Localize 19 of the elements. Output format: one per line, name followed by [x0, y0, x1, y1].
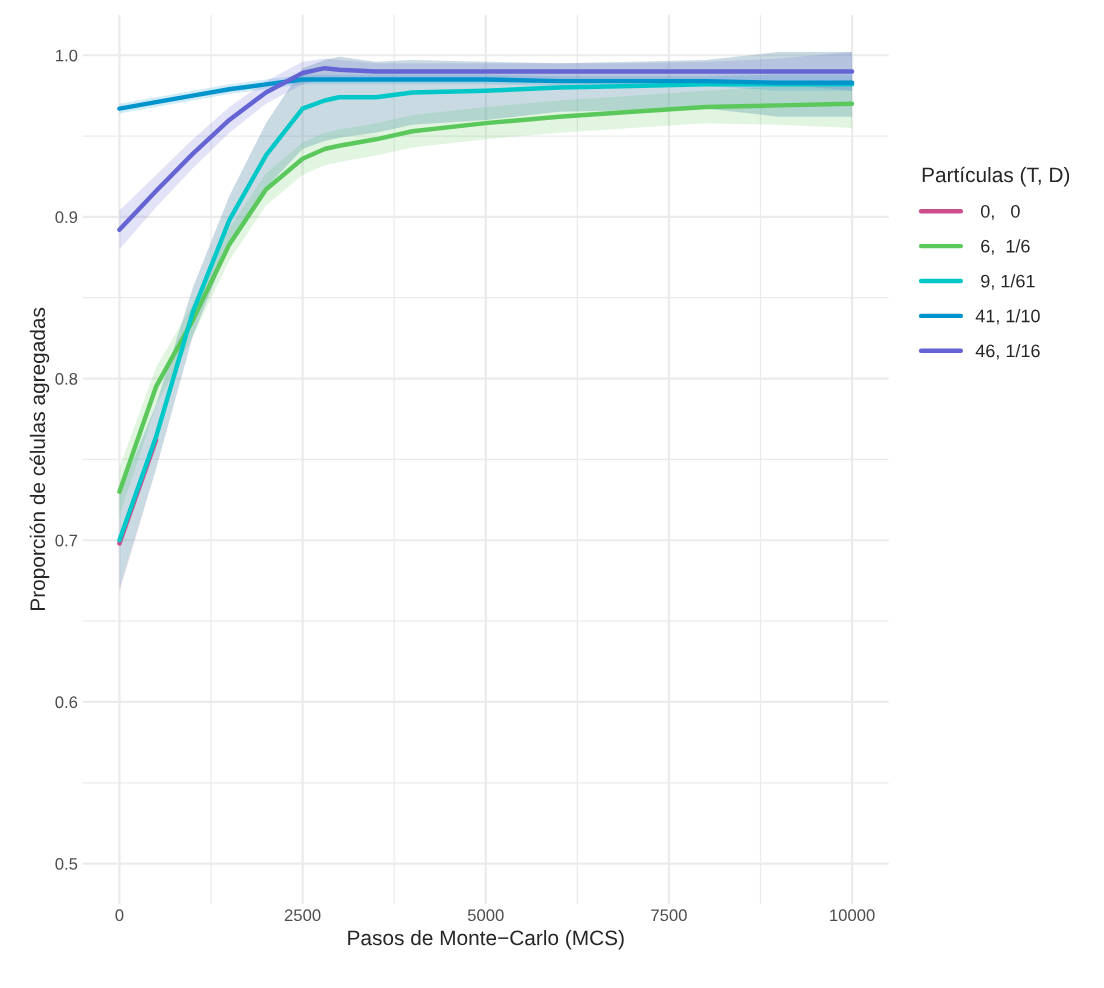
x-axis-title: Pasos de Monte−Carlo (MCS) — [348, 929, 624, 950]
y-tick-label: 0.8 — [55, 372, 78, 385]
legend-label: 41, 1/10 — [975, 309, 1040, 325]
x-tick-label: 5000 — [467, 909, 504, 922]
x-tick-label: 2500 — [284, 909, 321, 922]
legend-label: 46, 1/16 — [975, 344, 1040, 360]
x-tick-label: 7500 — [651, 909, 687, 922]
y-tick-label: 0.9 — [55, 211, 78, 224]
y-tick-label: 0.5 — [55, 858, 78, 870]
y-tick-label: 0.7 — [55, 534, 78, 547]
legend-label: 0, 0 — [980, 204, 1020, 220]
legend-label: 9, 1/61 — [981, 274, 1035, 290]
x-tick-label: 0 — [115, 909, 124, 922]
legend-title: Partículas (T, D) — [922, 166, 1070, 187]
legend-label: 6, 1/6 — [981, 239, 1030, 255]
y-tick-label: 1.0 — [56, 49, 78, 62]
y-axis-title: Proporción de células agregadas — [29, 307, 50, 610]
x-tick-label: 10000 — [830, 909, 875, 922]
y-tick-label: 0.6 — [55, 696, 78, 709]
